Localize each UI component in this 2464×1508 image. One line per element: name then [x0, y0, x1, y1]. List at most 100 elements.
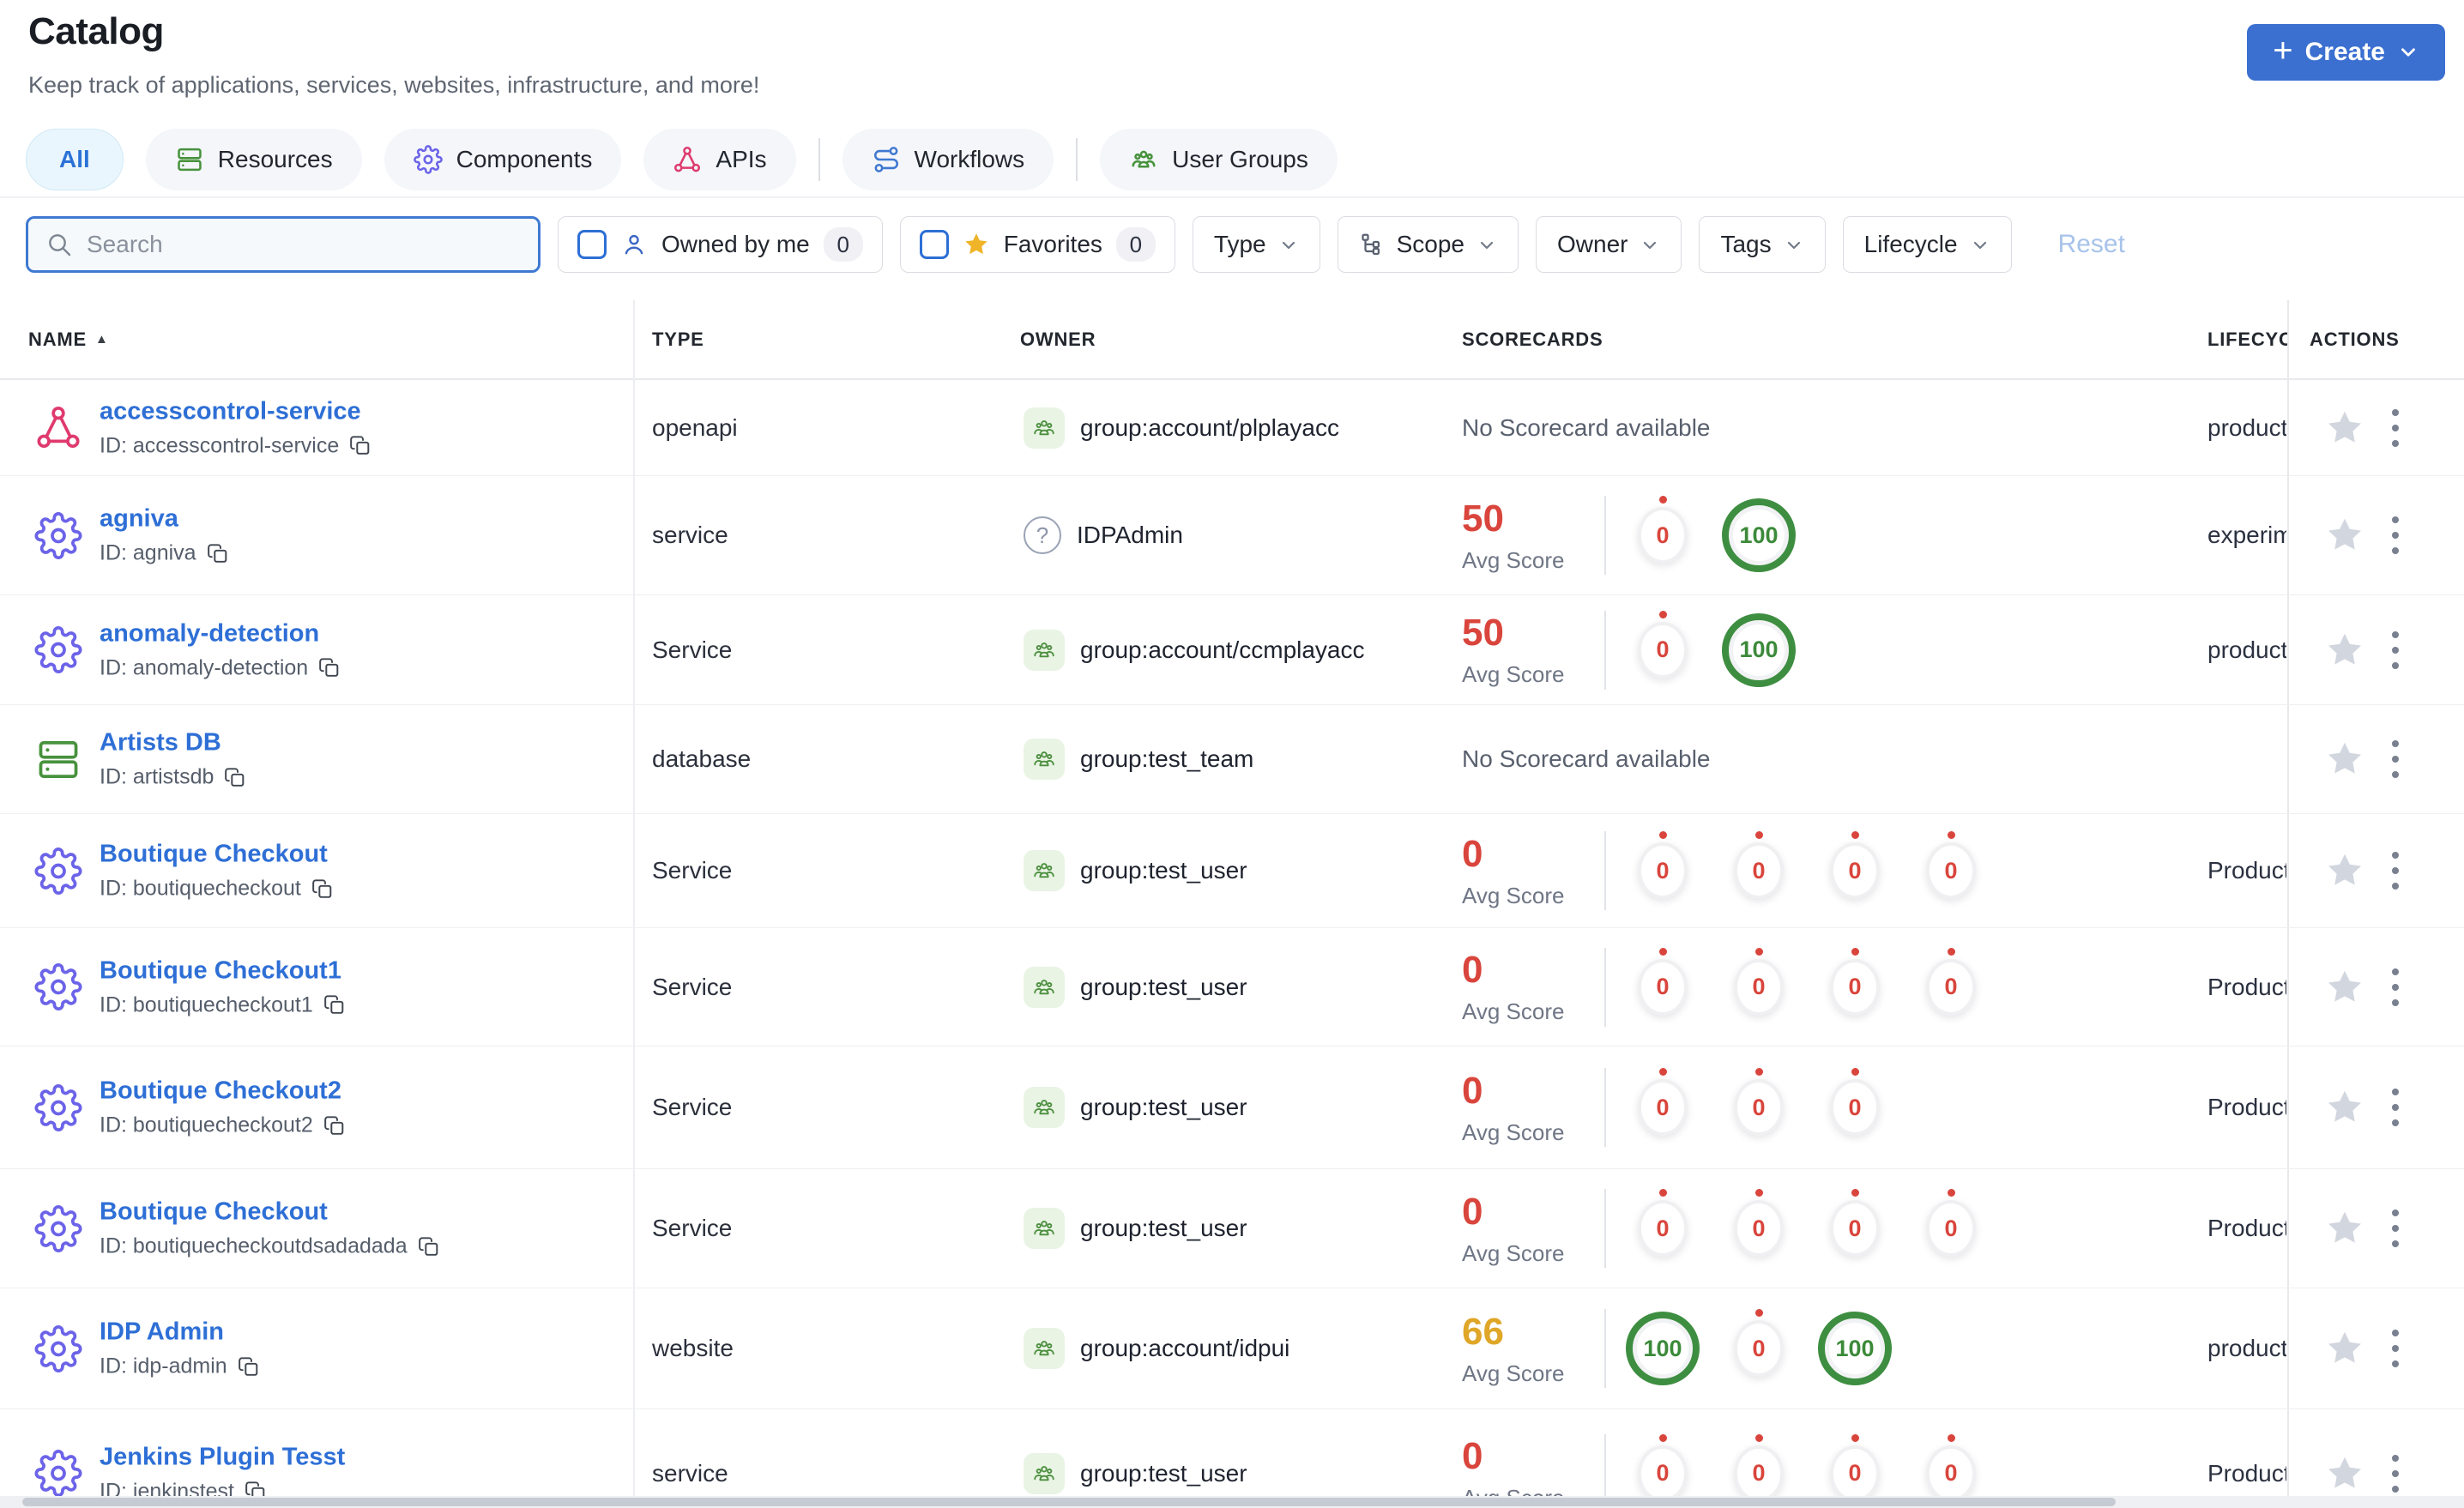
entity-name-link[interactable]: Artists DB — [100, 728, 221, 757]
row-menu-kebab-icon[interactable] — [2387, 735, 2404, 783]
filter-bar: Owned by me 0 Favorites 0 Type Scope Own… — [26, 216, 2125, 273]
scorecard-circle[interactable]: 0 — [1807, 821, 1903, 920]
scorecard-circle[interactable]: 0 — [1903, 821, 1999, 920]
group-icon — [1024, 1452, 1065, 1494]
reset-filters-button[interactable]: Reset — [2057, 230, 2125, 258]
entity-name-link[interactable]: anomaly-detection — [100, 619, 320, 647]
row-menu-kebab-icon[interactable] — [2387, 626, 2404, 674]
tab-resources[interactable]: Resources — [145, 129, 362, 190]
entity-name-link[interactable]: IDP Admin — [100, 1318, 225, 1346]
row-menu-kebab-icon[interactable] — [2387, 404, 2404, 452]
entity-name-link[interactable]: Boutique Checkout — [100, 1197, 328, 1226]
owner-cell: group:account/plplayacc — [1024, 407, 1339, 449]
favorite-star-icon[interactable] — [2324, 630, 2365, 671]
tab-user-groups[interactable]: User Groups — [1100, 129, 1338, 190]
favorite-star-icon[interactable] — [2324, 1328, 2365, 1369]
name-cell: Boutique Checkout ID: boutiquecheckoutds… — [34, 1198, 440, 1259]
type-dropdown[interactable]: Type — [1192, 216, 1320, 273]
scorecard-circle[interactable]: 0 — [1615, 1179, 1711, 1278]
copy-icon[interactable] — [349, 435, 371, 457]
column-header-name[interactable]: NAME ▲ — [28, 328, 109, 350]
scorecard-circle[interactable]: 0 — [1615, 1058, 1711, 1157]
scorecard-circle[interactable]: 100 — [1615, 1299, 1711, 1398]
tags-dropdown[interactable]: Tags — [1699, 216, 1826, 273]
catalog-tabs: All Resources Components APIs Workflows … — [26, 127, 1338, 192]
favorites-checkbox[interactable] — [919, 230, 949, 259]
copy-icon[interactable] — [318, 657, 341, 679]
avg-score-value: 0 — [1462, 832, 1483, 875]
entity-name-link[interactable]: Boutique Checkout1 — [100, 956, 341, 984]
scorecard-circle[interactable]: 0 — [1711, 821, 1807, 920]
favorite-star-icon[interactable] — [2324, 407, 2365, 449]
row-menu-kebab-icon[interactable] — [2387, 511, 2404, 559]
copy-icon[interactable] — [418, 1235, 440, 1258]
favorite-star-icon[interactable] — [2324, 739, 2365, 780]
horizontal-scrollbar-thumb[interactable] — [22, 1498, 2116, 1506]
favorite-star-icon[interactable] — [2324, 1087, 2365, 1128]
row-menu-kebab-icon[interactable] — [2387, 1083, 2404, 1131]
scorecard-circle[interactable]: 0 — [1711, 1179, 1807, 1278]
favorite-star-icon[interactable] — [2324, 850, 2365, 891]
copy-icon[interactable] — [323, 1114, 346, 1137]
row-menu-kebab-icon[interactable] — [2387, 847, 2404, 895]
scorecard-circle[interactable]: 0 — [1807, 1424, 1903, 1508]
type-cell: Service — [652, 857, 733, 884]
scorecard-circle[interactable]: 0 — [1903, 1179, 1999, 1278]
score-divider — [1604, 947, 1606, 1027]
table-row: agniva ID: agniva service ? IDPAdmin 50 … — [0, 476, 2464, 595]
gear-icon — [414, 145, 443, 174]
copy-icon[interactable] — [238, 1355, 260, 1378]
avg-score-label: Avg Score — [1462, 1360, 1565, 1386]
copy-icon[interactable] — [323, 994, 346, 1016]
lifecycle-dropdown[interactable]: Lifecycle — [1842, 216, 2012, 273]
scorecard-circle[interactable]: 0 — [1903, 938, 1999, 1037]
row-menu-kebab-icon[interactable] — [2387, 963, 2404, 1011]
scorecard-circle[interactable]: 0 — [1615, 1424, 1711, 1508]
row-menu-kebab-icon[interactable] — [2387, 1204, 2404, 1252]
scope-dropdown[interactable]: Scope — [1337, 216, 1519, 273]
entity-name-link[interactable]: agniva — [100, 504, 178, 533]
owner-dropdown[interactable]: Owner — [1536, 216, 1682, 273]
scorecard-circle[interactable]: 100 — [1807, 1299, 1903, 1398]
copy-icon[interactable] — [224, 766, 246, 788]
scorecard-circle[interactable]: 100 — [1711, 486, 1807, 585]
entity-name-link[interactable]: Boutique Checkout2 — [100, 1077, 341, 1105]
scorecard-circle[interactable]: 0 — [1711, 938, 1807, 1037]
scorecards-cell: 66 Avg Score 100 0 100 — [1462, 1299, 1903, 1398]
scorecard-circle[interactable]: 0 — [1711, 1299, 1807, 1398]
scorecard-circle[interactable]: 0 — [1711, 1058, 1807, 1157]
scorecard-circle[interactable]: 0 — [1711, 1424, 1807, 1508]
group-icon — [1024, 1208, 1065, 1249]
entity-name-link[interactable]: Boutique Checkout — [100, 840, 328, 868]
scorecards-cell: 0 Avg Score 0 0 0 0 — [1462, 821, 1999, 920]
create-button[interactable]: + Create — [2247, 24, 2445, 81]
row-menu-kebab-icon[interactable] — [2387, 1450, 2404, 1498]
search-input[interactable] — [87, 231, 498, 258]
favorite-star-icon[interactable] — [2324, 1208, 2365, 1249]
unknown-owner-icon: ? — [1024, 516, 1061, 554]
scorecard-circle[interactable]: 0 — [1807, 938, 1903, 1037]
copy-icon[interactable] — [311, 878, 334, 900]
favorite-star-icon[interactable] — [2324, 967, 2365, 1008]
favorites-filter[interactable]: Favorites 0 — [899, 216, 1175, 273]
scorecard-circle[interactable]: 0 — [1807, 1058, 1903, 1157]
scorecard-circle[interactable]: 0 — [1615, 600, 1711, 700]
entity-name-link[interactable]: Jenkins Plugin Tesst — [100, 1443, 346, 1470]
favorite-star-icon[interactable] — [2324, 1453, 2365, 1494]
scorecard-circle[interactable]: 0 — [1615, 821, 1711, 920]
favorite-star-icon[interactable] — [2324, 515, 2365, 556]
tab-all[interactable]: All — [26, 129, 124, 190]
tab-apis[interactable]: APIs — [643, 129, 796, 190]
scorecard-circle[interactable]: 100 — [1711, 600, 1807, 700]
entity-name-link[interactable]: accesscontrol-service — [100, 397, 361, 425]
owned-by-me-checkbox[interactable] — [577, 230, 607, 259]
owned-by-me-filter[interactable]: Owned by me 0 — [558, 216, 883, 273]
row-menu-kebab-icon[interactable] — [2387, 1324, 2404, 1372]
tab-workflows[interactable]: Workflows — [842, 129, 1054, 190]
tab-components[interactable]: Components — [383, 129, 622, 190]
scorecard-circle[interactable]: 0 — [1807, 1179, 1903, 1278]
scorecard-circle[interactable]: 0 — [1615, 486, 1711, 585]
scorecard-circle[interactable]: 0 — [1615, 938, 1711, 1037]
copy-icon[interactable] — [207, 542, 229, 564]
scorecard-circle[interactable]: 0 — [1903, 1424, 1999, 1508]
